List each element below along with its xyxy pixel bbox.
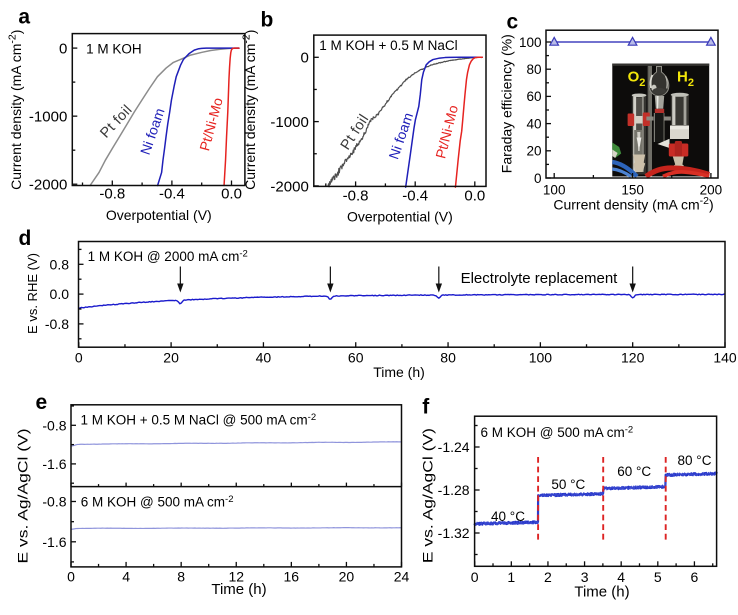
svg-text:100: 100 [543,182,566,197]
svg-text:50 °C: 50 °C [551,477,585,492]
svg-text:8: 8 [177,569,185,585]
svg-text:-0.8: -0.8 [42,417,66,433]
svg-text:-1.6: -1.6 [42,456,66,472]
svg-text:-0.4: -0.4 [159,186,185,203]
svg-text:b: b [261,8,274,31]
svg-text:0: 0 [67,569,75,585]
svg-text:100: 100 [519,35,542,50]
svg-text:e: e [36,391,48,414]
svg-text:-0.8: -0.8 [343,187,369,204]
svg-text:1 M KOH: 1 M KOH [86,42,142,57]
svg-text:0: 0 [471,569,479,585]
svg-text:-2000: -2000 [29,177,67,194]
svg-text:120: 120 [621,350,645,366]
svg-text:Current density (mA cm-2): Current density (mA cm-2) [241,30,259,190]
svg-text:6 M KOH @ 500 mA cm-2: 6 M KOH @ 500 mA cm-2 [481,425,634,441]
svg-text:-1000: -1000 [270,114,308,131]
svg-text:40: 40 [526,116,541,131]
svg-text:0.0: 0.0 [50,286,70,302]
svg-text:5: 5 [654,569,662,585]
svg-text:-1.24: -1.24 [438,439,470,455]
svg-text:1 M KOH + 0.5 M NaCl @ 500 mA: 1 M KOH + 0.5 M NaCl @ 500 mA cm-2 [81,412,317,428]
svg-text:60 °C: 60 °C [617,464,651,479]
svg-text:-0.8: -0.8 [99,186,125,203]
svg-text:80 °C: 80 °C [678,453,712,468]
svg-text:1: 1 [507,569,515,585]
svg-text:0: 0 [300,50,308,67]
svg-text:Time (h): Time (h) [211,581,266,598]
svg-text:0.0: 0.0 [464,187,485,204]
svg-text:1 M KOH @ 2000 mA cm-2: 1 M KOH @ 2000 mA cm-2 [88,249,248,265]
svg-text:140: 140 [713,350,737,366]
svg-text:f: f [422,396,430,419]
svg-text:E vs. RHE (V): E vs. RHE (V) [25,253,40,334]
svg-text:80: 80 [440,350,456,366]
svg-text:Overpotential (V): Overpotential (V) [106,207,212,223]
svg-text:200: 200 [700,182,723,197]
svg-text:80: 80 [526,62,541,77]
svg-text:4: 4 [122,569,130,585]
svg-text:d: d [19,227,32,250]
svg-text:20: 20 [339,569,355,585]
svg-text:20: 20 [163,350,179,366]
svg-text:6: 6 [691,569,699,585]
svg-text:a: a [18,6,30,29]
svg-text:E vs. Ag/AgCl (V): E vs. Ag/AgCl (V) [16,428,31,563]
svg-text:40: 40 [256,350,272,366]
svg-text:Time (h): Time (h) [373,364,425,380]
svg-text:6 M KOH @ 500 mA cm-2: 6 M KOH @ 500 mA cm-2 [81,494,234,510]
svg-text:E vs. Ag/AgCl (V): E vs. Ag/AgCl (V) [421,428,436,563]
svg-text:Overpotential (V): Overpotential (V) [347,208,453,224]
svg-text:16: 16 [284,569,300,585]
svg-text:60: 60 [526,89,541,104]
svg-text:-1.6: -1.6 [42,534,66,550]
svg-text:-0.8: -0.8 [45,316,69,332]
svg-text:60: 60 [348,350,364,366]
svg-text:Current density (mA cm-2): Current density (mA cm-2) [553,195,713,213]
svg-text:0.8: 0.8 [50,256,70,272]
svg-text:Faraday efficiency (%): Faraday efficiency (%) [499,34,515,173]
svg-text:Current density (mA cm-2): Current density (mA cm-2) [7,30,25,190]
svg-text:-2000: -2000 [270,178,308,195]
svg-text:0: 0 [534,171,542,186]
svg-text:0.0: 0.0 [221,186,242,203]
svg-text:-0.4: -0.4 [402,187,428,204]
svg-text:-1.32: -1.32 [438,525,470,541]
svg-text:Electrolyte replacement: Electrolyte replacement [461,270,619,287]
svg-text:0: 0 [59,41,67,58]
svg-text:-1000: -1000 [29,109,67,126]
svg-text:0: 0 [75,350,83,366]
svg-text:20: 20 [526,144,541,159]
svg-text:12: 12 [229,569,245,585]
svg-text:40 °C: 40 °C [491,509,525,524]
svg-text:-0.8: -0.8 [42,494,66,510]
svg-text:Time (h): Time (h) [574,583,629,600]
svg-text:-1.28: -1.28 [438,482,470,498]
svg-text:3: 3 [581,569,589,585]
svg-text:1 M KOH + 0.5 M NaCl: 1 M KOH + 0.5 M NaCl [319,38,457,53]
svg-text:4: 4 [617,569,625,585]
svg-text:2: 2 [544,569,552,585]
svg-text:24: 24 [394,569,410,585]
svg-text:100: 100 [529,350,553,366]
svg-text:c: c [507,10,519,33]
svg-text:150: 150 [621,182,644,197]
